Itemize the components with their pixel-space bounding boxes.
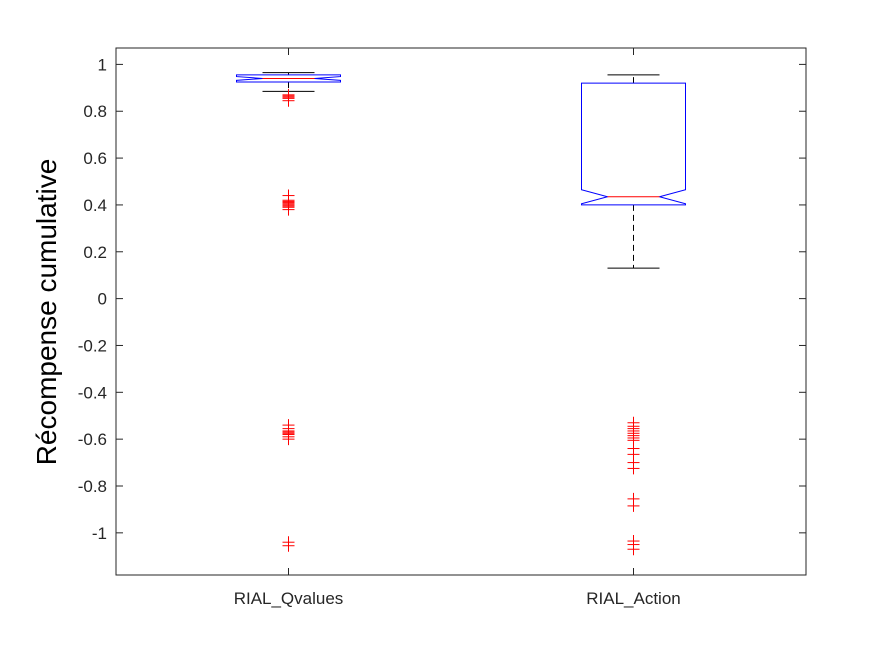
box-group-rial-qvalues xyxy=(236,72,341,552)
y-tick-label: 0.4 xyxy=(83,196,107,215)
y-tick-label: -0.2 xyxy=(78,336,107,355)
y-tick-label: 0.8 xyxy=(83,102,107,121)
outlier-point xyxy=(282,94,295,107)
x-tick-label: RIAL_Qvalues xyxy=(234,589,344,608)
notched-box xyxy=(581,82,686,206)
axes: 1 0.8 0.6 0.4 0.2 0 -0.2 -0.4 -0.6 -0.8 -1 RIAL_Qva… xyxy=(78,47,807,608)
y-tick-label: 0.6 xyxy=(83,149,107,168)
chart-marks xyxy=(236,72,686,556)
y-tick-label: -0.4 xyxy=(78,383,107,402)
y-tick-label: 0.2 xyxy=(83,243,107,262)
notched-box xyxy=(236,74,341,83)
y-tick-label: -0.8 xyxy=(78,477,107,496)
outlier-point xyxy=(627,543,640,556)
axes-frame xyxy=(115,47,807,576)
y-tick-label: 0 xyxy=(98,290,107,309)
outlier-point xyxy=(627,462,640,475)
y-tick-label: -0.6 xyxy=(78,430,107,449)
outlier-point xyxy=(282,539,295,552)
outlier-point xyxy=(627,499,640,512)
y-tick-label: -1 xyxy=(92,524,107,543)
outlier-point xyxy=(282,203,295,216)
box-group-rial-action xyxy=(581,74,686,556)
y-axis-label: Récompense cumulative xyxy=(31,159,62,466)
x-tick-label: RIAL_Action xyxy=(586,589,681,608)
outlier-point xyxy=(282,433,295,446)
plot-area xyxy=(116,48,806,575)
y-tick-label: 1 xyxy=(98,55,107,74)
